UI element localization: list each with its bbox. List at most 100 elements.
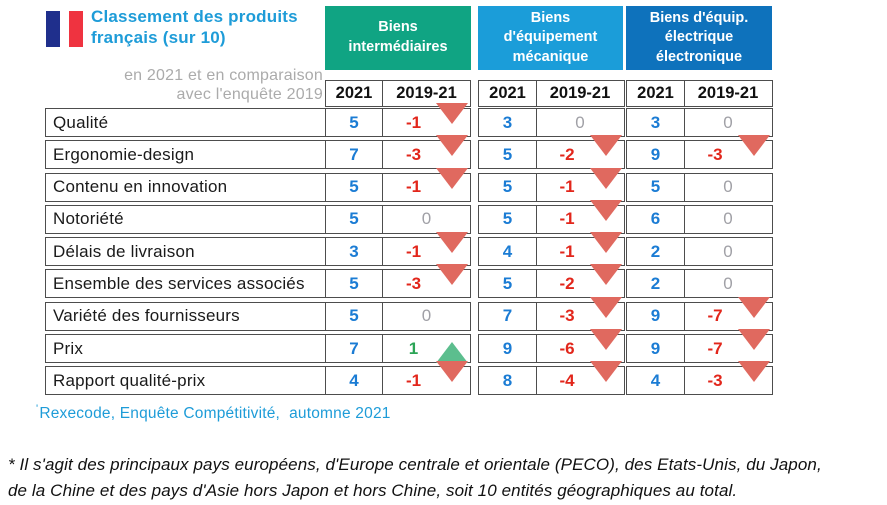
value-2019-21: 0 — [683, 269, 773, 299]
change-value: -1 — [559, 177, 575, 197]
column-group-biens-equipement-mecanique: Biens d'équipement mécanique — [478, 6, 623, 70]
table-row: Prix 7 1 9 -6 9 -7 — [0, 329, 887, 364]
value-2019-21: 1 — [382, 334, 471, 364]
change-value: -3 — [707, 144, 723, 164]
rank-value: 5 — [349, 273, 359, 293]
value-2019-21: 0 — [382, 301, 471, 331]
column-headers-row: 2021 2019-21 2021 2019-21 2021 2019-21 — [0, 80, 887, 107]
change-value: 0 — [421, 306, 432, 326]
value-2021: 5 — [324, 172, 384, 202]
figure-title: Classement des produits français (sur 10… — [91, 7, 298, 48]
change-value: -2 — [559, 273, 575, 293]
change-value: -1 — [405, 241, 422, 261]
value-2019-21: -3 — [382, 264, 471, 299]
value-2019-21: 0 — [382, 204, 471, 234]
footnote: * Il s'agit des principaux pays européen… — [8, 452, 884, 503]
table-row: Délais de livraison 3 -1 4 -1 2 0 — [0, 232, 887, 267]
header-2019-21-group3: 2019-21 — [683, 80, 773, 107]
value-2021: 9 — [626, 301, 685, 331]
footnote-line-2: de la Chine et des pays d'Asie hors Japo… — [8, 480, 738, 500]
value-2021: 4 — [626, 366, 685, 396]
table-row: Variété des fournisseurs 5 0 7 -3 9 -7 — [0, 296, 887, 331]
source-text: Rexecode, Enquête Compétitivité, automne… — [39, 405, 391, 422]
decrease-triangle-icon — [436, 167, 468, 189]
table-row: Qualité 5 -1 3 0 3 0 — [0, 103, 887, 137]
rank-value: 5 — [349, 177, 359, 197]
decrease-triangle-icon — [589, 167, 622, 189]
value-2019-21: -3 — [683, 135, 773, 170]
value-2021: 3 — [626, 108, 685, 137]
header-2019-21-group2: 2019-21 — [535, 80, 625, 107]
rank-value: 5 — [502, 273, 513, 293]
change-value: 0 — [723, 177, 733, 197]
table-rows: Qualité 5 -1 3 0 3 0 Ergonomie-design 7 -3 5 -2 9 -3 C… — [0, 103, 887, 399]
row-label: Ergonomie-design — [45, 140, 326, 170]
row-label: Contenu en innovation — [45, 172, 326, 202]
row-label: Prix — [45, 334, 326, 364]
change-value: -1 — [405, 112, 422, 132]
value-2021: 5 — [324, 269, 384, 299]
value-2019-21: 0 — [683, 108, 773, 137]
value-2021: 9 — [626, 140, 685, 170]
change-value: 0 — [723, 209, 733, 229]
rank-value: 5 — [650, 177, 661, 197]
value-2021: 3 — [478, 108, 537, 137]
value-2021: 9 — [626, 334, 685, 364]
decrease-triangle-icon — [589, 135, 622, 157]
rank-value: 9 — [502, 338, 513, 358]
value-2021: 5 — [324, 204, 384, 234]
header-2019-21-group1: 2019-21 — [382, 80, 471, 107]
value-2019-21: -7 — [683, 296, 773, 331]
value-2021: 7 — [324, 334, 384, 364]
rank-value: 3 — [502, 112, 513, 132]
decrease-triangle-icon — [589, 361, 622, 383]
rank-value: 5 — [349, 306, 359, 326]
value-2021: 5 — [478, 204, 537, 234]
rank-value: 4 — [502, 241, 513, 261]
change-value: -3 — [405, 273, 422, 293]
value-2019-21: -1 — [535, 167, 625, 202]
change-value: -7 — [707, 306, 723, 326]
french-flag-icon — [46, 11, 83, 47]
column-group-biens-intermediaires: Biens intermédiaires — [325, 6, 471, 70]
value-2019-21: 0 — [683, 172, 773, 202]
value-2021: 8 — [478, 366, 537, 396]
value-2021: 4 — [478, 237, 537, 267]
rank-value: 4 — [349, 370, 359, 390]
value-2021: 5 — [626, 172, 685, 202]
change-value: 0 — [723, 112, 733, 132]
value-2019-21: -1 — [382, 103, 471, 137]
table-row: Notoriété 5 0 5 -1 6 0 — [0, 199, 887, 234]
decrease-triangle-icon — [737, 296, 770, 318]
value-2019-21: -1 — [382, 232, 471, 267]
change-value: 0 — [421, 209, 432, 229]
change-value: -3 — [707, 370, 723, 390]
value-2019-21: -1 — [382, 167, 471, 202]
value-2019-21: -1 — [535, 199, 625, 234]
change-value: 0 — [723, 273, 733, 293]
row-label: Délais de livraison — [45, 237, 326, 267]
flag-blue-stripe — [46, 11, 60, 47]
source-marker: ' — [36, 403, 39, 415]
change-value: -3 — [559, 306, 575, 326]
rank-value: 9 — [650, 144, 661, 164]
rank-value: 6 — [650, 209, 661, 229]
rank-value: 4 — [650, 370, 661, 390]
change-value: -4 — [559, 370, 575, 390]
rank-value: 2 — [650, 273, 661, 293]
rank-value: 5 — [502, 209, 513, 229]
subtitle-line-2: avec l'enquête 2019 — [176, 86, 323, 104]
decrease-triangle-icon — [737, 329, 770, 351]
value-2021: 5 — [478, 269, 537, 299]
rank-value: 3 — [650, 112, 661, 132]
rank-value: 3 — [349, 241, 359, 261]
value-2021: 5 — [324, 108, 384, 137]
column-group-biens-equip-electrique-electronique: Biens d'équip. électrique électronique — [626, 6, 772, 70]
value-2019-21: -3 — [683, 361, 773, 396]
value-2019-21: -1 — [382, 361, 471, 396]
table-row: Contenu en innovation 5 -1 5 -1 5 0 — [0, 167, 887, 202]
decrease-triangle-icon — [589, 199, 622, 221]
value-2021: 7 — [324, 140, 384, 170]
row-label: Rapport qualité-prix — [45, 366, 326, 396]
